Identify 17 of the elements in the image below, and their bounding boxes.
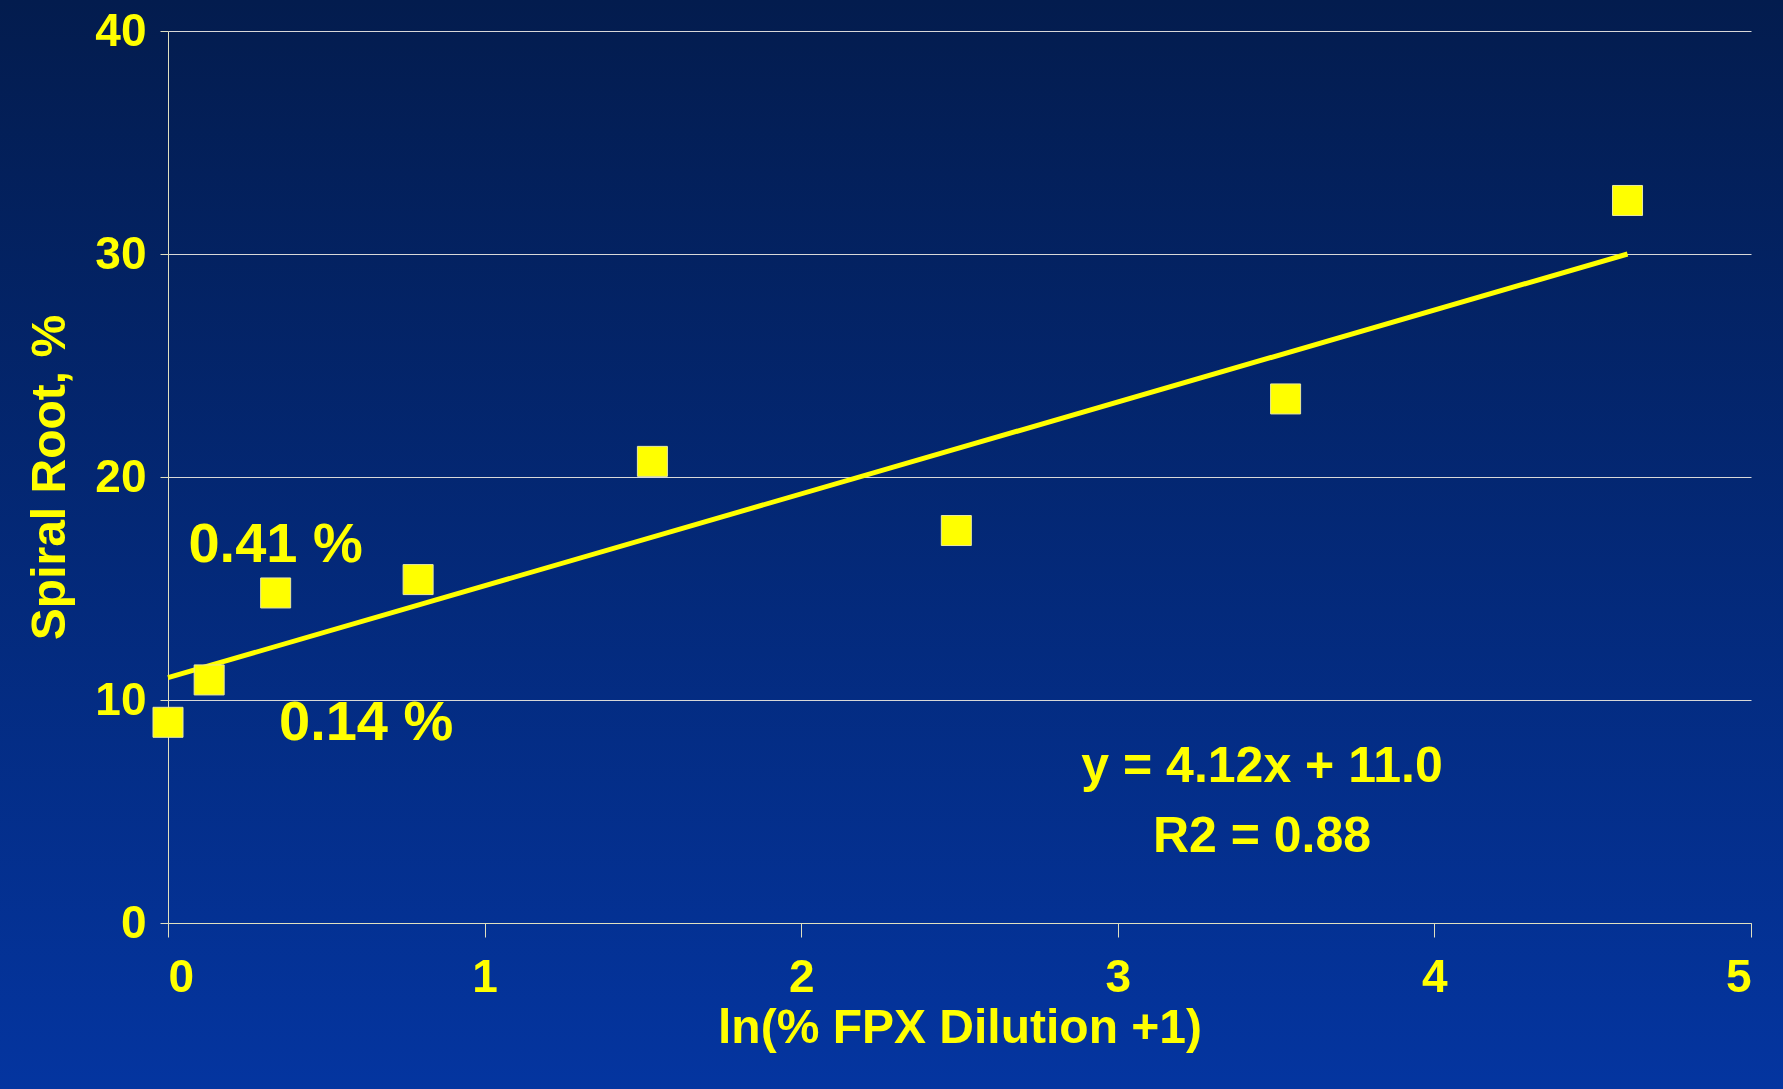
x-tick-label: 0 [168, 949, 195, 1002]
y-tick-label: 10 [95, 672, 147, 725]
x-tick-label: 5 [1725, 949, 1752, 1002]
annotation: R2 = 0.88 [1152, 807, 1372, 863]
annotation: 0.14 % [278, 688, 454, 752]
x-tick-label: 1 [472, 949, 498, 1002]
x-tick-label: 2 [788, 949, 815, 1002]
x-tick-label: 3 [1105, 949, 1132, 1002]
y-tick-label: 30 [95, 226, 147, 279]
y-axis-title: Spiral Root, % [22, 314, 76, 641]
x-axis-title: ln(% FPX Dilution +1) [717, 999, 1203, 1053]
annotation: 0.41 % [188, 510, 363, 574]
y-tick-label: 40 [95, 3, 147, 56]
annotation: y = 4.12x + 11.0 [1081, 737, 1443, 793]
x-tick-label: 4 [1422, 949, 1449, 1002]
y-tick-label: 0 [120, 895, 147, 948]
y-tick-label: 20 [95, 449, 147, 502]
